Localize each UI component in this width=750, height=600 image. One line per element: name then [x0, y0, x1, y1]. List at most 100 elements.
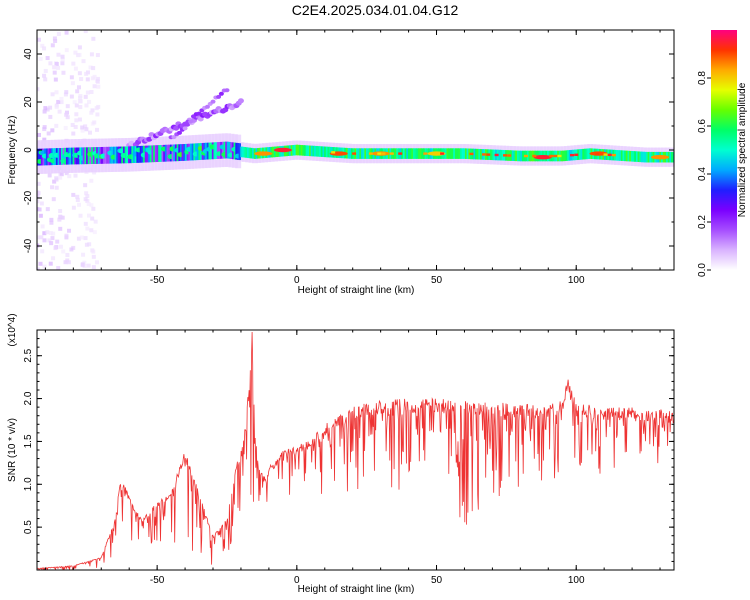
- spectrogram-speckle: [89, 110, 94, 115]
- spectrogram-speckle: [61, 70, 66, 75]
- spectrogram-cell: [293, 144, 297, 156]
- spectrogram-cell: [625, 150, 629, 162]
- spectrogram-cell: [91, 147, 94, 164]
- colorbar-tick-label: 0.6: [697, 119, 708, 133]
- spectrogram-cell: [191, 143, 195, 161]
- spectrogram-cell: [671, 151, 674, 163]
- spectrogram-speckle: [89, 228, 94, 233]
- spectrogram-speckle: [75, 194, 80, 199]
- spectrogram-cell: [494, 153, 499, 157]
- spectrogram-cell: [449, 148, 453, 159]
- spectrogram-speckle: [58, 175, 63, 180]
- spectrogram-cell: [582, 148, 585, 160]
- spectrogram-cell: [240, 146, 243, 158]
- spectrogram-speckle: [50, 236, 55, 241]
- spectrogram-speckle: [37, 243, 40, 248]
- spectrogram-cell: [213, 142, 216, 160]
- spectrogram-cell: [549, 154, 554, 158]
- colorbar-tick-label: 0.0: [697, 263, 708, 277]
- spectrogram-cell: [71, 147, 74, 165]
- spectrogram-cell: [228, 141, 231, 159]
- spectrogram-cell: [486, 153, 491, 156]
- spectrogram-hotspot: [254, 151, 273, 156]
- spectrogram-speckle: [77, 71, 82, 76]
- spectrogram-speckle: [86, 263, 91, 268]
- spectrogram-speckle: [78, 213, 83, 218]
- spectrogram-cell: [563, 150, 567, 162]
- spectrogram-speckle: [85, 226, 90, 231]
- spectrogram-speckle: [42, 109, 47, 114]
- spectrogram-speckle: [92, 74, 97, 79]
- spectrogram-cell: [451, 148, 454, 159]
- spectrogram-cell: [307, 145, 310, 157]
- spectrogram-cell: [317, 146, 320, 157]
- spectrogram-cell: [444, 148, 448, 159]
- spectrogram-speckle: [47, 238, 52, 243]
- spectrogram-ytick-label: 0: [23, 147, 34, 153]
- spectrogram-speckle: [87, 213, 92, 218]
- spectrogram-cell: [402, 148, 406, 159]
- spectrogram-cell: [86, 147, 89, 165]
- spectrogram-speckle: [91, 206, 96, 211]
- spectrogram-cell: [478, 148, 481, 160]
- spectrogram-cell: [116, 146, 119, 164]
- spectrogram-cell: [77, 147, 81, 165]
- spectrogram-cell: [331, 151, 336, 154]
- spectrogram-speckle: [71, 192, 76, 197]
- spectrogram-speckle: [88, 130, 93, 135]
- snr-ytick-label: 2.5: [23, 348, 34, 362]
- spectrogram-speckle: [83, 221, 88, 226]
- spectrogram-cell: [515, 150, 518, 162]
- spectrogram-speckle: [65, 104, 70, 109]
- spectrogram-cell: [502, 154, 507, 157]
- spectrogram-speckle: [84, 191, 89, 196]
- spectrogram-cell: [273, 146, 277, 158]
- spectrogram-cell: [518, 150, 521, 162]
- spectrogram-speckle: [70, 81, 75, 86]
- spectrogram-cell: [448, 148, 451, 159]
- spectrogram-cell: [198, 143, 201, 160]
- spectrogram-cell: [500, 149, 503, 161]
- spectrogram-speckle: [49, 241, 54, 246]
- spectrogram-cell: [642, 151, 646, 163]
- spectrogram-cell: [513, 150, 516, 162]
- spectrogram-cell: [396, 148, 399, 159]
- spectrogram-speckle: [40, 43, 45, 48]
- spectrogram-harmonic: [210, 99, 216, 104]
- spectrogram-speckle: [92, 84, 97, 89]
- spectrogram-cell: [322, 146, 325, 158]
- spectrogram-cell: [587, 148, 590, 160]
- spectrogram-speckle: [91, 66, 96, 71]
- spectrogram-speckle: [54, 123, 59, 128]
- spectrogram-cell: [560, 150, 563, 162]
- spectrogram-cell: [168, 144, 171, 162]
- spectrogram-speckle: [73, 124, 78, 129]
- spectrogram-speckle: [50, 43, 55, 48]
- spectrogram-cell: [464, 148, 468, 159]
- spectrogram-cell: [409, 148, 413, 159]
- spectrogram-cell: [297, 144, 300, 156]
- spectrogram-speckle: [78, 105, 83, 110]
- spectrogram-speckle: [59, 96, 64, 101]
- spectrogram-speckle: [85, 194, 90, 199]
- spectrogram-cell: [480, 149, 483, 160]
- spectrogram-speckle: [65, 252, 70, 257]
- spectrogram-speckle: [39, 235, 44, 240]
- spectrogram-speckle: [37, 199, 40, 204]
- spectrogram-speckle: [64, 233, 69, 238]
- spectrogram-cell: [630, 151, 634, 162]
- spectrogram-speckle: [73, 50, 78, 55]
- spectrogram-speckle: [92, 120, 97, 125]
- spectrogram-cell: [84, 147, 87, 165]
- spectrogram-speckle: [51, 231, 56, 236]
- spectrogram-cell: [146, 145, 149, 163]
- spectrogram-speckle: [63, 125, 68, 130]
- spectrogram-speckle: [53, 38, 58, 43]
- spectrogram-cell: [627, 150, 630, 162]
- spectrogram-cell: [225, 141, 228, 159]
- spectrogram-speckle: [64, 30, 69, 35]
- spectrogram-speckle: [37, 191, 41, 196]
- spectrogram-speckle: [95, 78, 100, 83]
- spectrogram-speckle: [48, 61, 53, 66]
- spectrogram-cell: [461, 148, 464, 159]
